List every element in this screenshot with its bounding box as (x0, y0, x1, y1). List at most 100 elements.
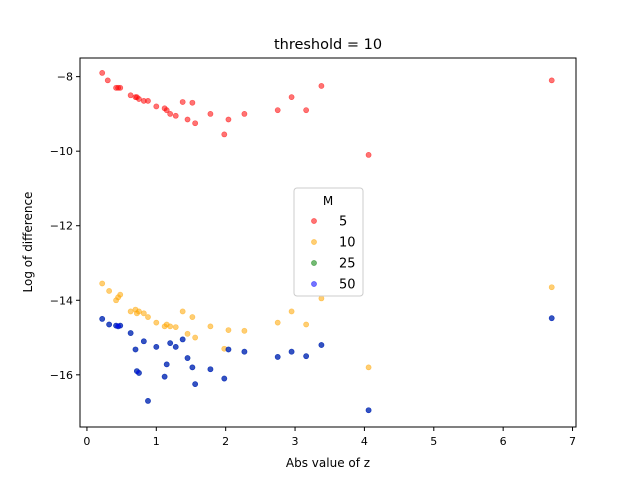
data-point (184, 355, 191, 361)
plot-area (99, 70, 555, 414)
data-point (179, 99, 186, 105)
y-tick-label: −16 (50, 369, 73, 382)
data-point (99, 316, 106, 322)
y-tick-label: −14 (50, 294, 73, 307)
data-point (274, 354, 281, 360)
data-point (548, 284, 555, 291)
data-point (117, 291, 124, 298)
data-point (207, 323, 214, 330)
legend-box (293, 187, 364, 297)
x-tick-label: 2 (222, 435, 229, 448)
data-point (167, 323, 174, 330)
data-point (127, 92, 134, 99)
x-tick-label: 5 (430, 435, 437, 448)
data-point (225, 327, 232, 333)
series-5 (99, 70, 555, 158)
legend-marker (311, 239, 317, 245)
data-point (192, 334, 199, 341)
legend-label: 10 (339, 236, 356, 251)
data-point (179, 308, 186, 315)
data-point (221, 375, 228, 382)
chart-title: threshold = 10 (274, 37, 382, 53)
legend-marker (311, 218, 317, 224)
data-point (207, 111, 214, 117)
data-point (136, 308, 142, 315)
data-point (172, 324, 179, 331)
data-point (140, 310, 147, 317)
data-point (167, 340, 174, 347)
data-point (132, 346, 139, 353)
series-50 (99, 315, 555, 414)
data-point (241, 327, 248, 334)
data-point (99, 280, 106, 287)
data-point (225, 346, 232, 353)
data-point (365, 407, 372, 414)
data-point (207, 366, 214, 373)
axes-frame (79, 57, 577, 428)
y-tick-label: −8 (57, 71, 73, 84)
data-point (189, 314, 196, 320)
data-point (127, 308, 134, 315)
data-point (163, 107, 170, 114)
legend-label: 50 (339, 278, 356, 293)
data-point (117, 322, 124, 329)
data-point (192, 381, 199, 388)
data-point (136, 96, 142, 102)
legend-title: M (323, 194, 333, 208)
data-point (153, 103, 160, 110)
data-point (179, 336, 186, 343)
x-axis-label: Abs value of z (286, 456, 370, 470)
x-tick-label: 4 (361, 435, 368, 448)
data-point (172, 343, 179, 350)
y-tick-label: −10 (50, 145, 73, 158)
data-point (99, 70, 106, 76)
data-point (145, 398, 151, 404)
legend-marker (311, 281, 317, 287)
y-axis-label: Log of difference (21, 192, 35, 293)
y-axis: −16 −14 −12 −10 −8 (50, 71, 80, 382)
data-point (153, 343, 160, 350)
data-point (153, 319, 160, 326)
data-point (241, 111, 248, 117)
data-point (127, 330, 134, 336)
data-point (192, 120, 199, 127)
data-point (318, 342, 325, 348)
data-point (184, 330, 191, 337)
x-tick-label: 6 (500, 435, 507, 448)
data-point (221, 131, 228, 138)
data-point (548, 315, 555, 322)
data-point (184, 116, 191, 123)
data-point (303, 321, 310, 328)
data-point (106, 288, 113, 294)
series-10 (99, 280, 555, 371)
data-point (106, 321, 113, 328)
data-point (365, 364, 372, 371)
data-point (172, 112, 179, 119)
data-point (225, 116, 232, 123)
data-point (241, 348, 248, 355)
data-point (145, 97, 151, 104)
data-point (288, 94, 295, 101)
data-point (288, 308, 295, 315)
data-point (365, 152, 372, 158)
data-point (117, 84, 124, 91)
data-point (318, 83, 325, 89)
data-point (318, 295, 325, 302)
data-point (548, 77, 555, 84)
x-tick-label: 0 (83, 435, 90, 448)
data-point (145, 314, 151, 320)
data-point (288, 348, 295, 355)
y-tick-label: −12 (50, 220, 73, 233)
legend-label: 5 (339, 215, 347, 230)
legend-label: 25 (339, 257, 356, 272)
data-point (167, 111, 174, 117)
data-point (163, 361, 170, 368)
x-tick-label: 1 (153, 435, 160, 448)
data-point (303, 353, 310, 360)
data-point (161, 373, 168, 380)
data-point (136, 370, 142, 376)
data-point (104, 77, 111, 84)
x-tick-label: 3 (292, 435, 299, 448)
data-point (303, 107, 310, 114)
